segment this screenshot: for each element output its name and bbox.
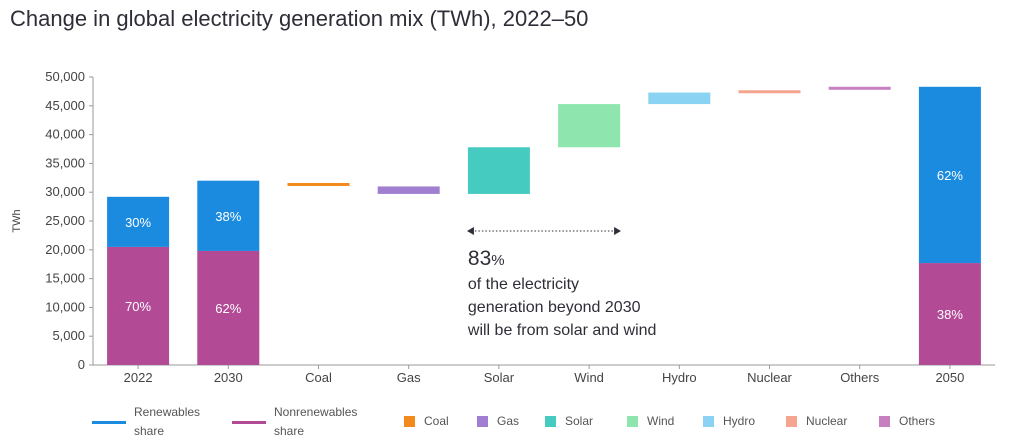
legend-line-swatch xyxy=(92,420,126,424)
y-tick-label: 10,000 xyxy=(45,299,85,314)
annotation-line: of the electricity xyxy=(468,276,579,293)
bar-change-gas xyxy=(377,186,440,194)
bar-change-coal xyxy=(287,182,350,186)
x-tick-label: Coal xyxy=(305,370,332,385)
data-label-renewables: 62% xyxy=(937,168,963,183)
x-tick-label: Hydro xyxy=(662,370,697,385)
x-tick-label: Gas xyxy=(397,370,421,385)
legend-label: Renewables share xyxy=(134,405,201,438)
data-label-nonrenewables: 38% xyxy=(937,307,963,322)
legend-item: Nuclear xyxy=(786,414,847,428)
bar-change-wind xyxy=(558,104,621,148)
legend-item: Gas xyxy=(477,414,519,428)
legend-square-swatch xyxy=(879,415,890,427)
x-tick-label: Nuclear xyxy=(747,370,792,385)
legend-square-swatch xyxy=(477,415,488,427)
x-tick-label: 2022 xyxy=(124,370,153,385)
data-label-nonrenewables: 70% xyxy=(125,299,151,314)
bar-renewables xyxy=(197,180,260,251)
annotation-percent: 83% xyxy=(468,247,505,270)
legend-square-swatch xyxy=(627,415,638,427)
legend-label: Wind xyxy=(647,414,675,428)
legend-label: Coal xyxy=(424,414,449,428)
legend-line-swatch xyxy=(232,420,266,424)
legend-square-swatch xyxy=(545,415,556,427)
legend-label: Nuclear xyxy=(806,414,848,428)
y-tick-label: 45,000 xyxy=(45,98,85,113)
legend-square-swatch xyxy=(786,415,797,427)
x-tick-label: 2030 xyxy=(214,370,243,385)
legend-label: Nonrenewables share xyxy=(274,405,358,438)
x-tick-label: Others xyxy=(840,370,880,385)
chart-title: Change in global electricity generation … xyxy=(10,6,589,31)
y-tick-label: 25,000 xyxy=(45,213,85,228)
y-tick-label: 30,000 xyxy=(45,184,85,199)
y-tick-label: 50,000 xyxy=(45,69,85,84)
legend-square-swatch xyxy=(703,415,714,427)
annotation-percent-sign: % xyxy=(491,252,504,269)
y-axis-label: TWh xyxy=(11,209,23,232)
annotation-line: generation beyond 2030 xyxy=(468,299,641,316)
legend-item: Renewables share xyxy=(92,403,214,441)
y-tick-label: 5,000 xyxy=(52,328,85,343)
annotation-percent-value: 83 xyxy=(468,247,491,270)
legend-item: Coal xyxy=(404,414,449,428)
legend-item: Hydro xyxy=(703,414,755,428)
legend-label: Others xyxy=(899,414,936,428)
y-tick-label: 35,000 xyxy=(45,155,85,170)
bar-renewables xyxy=(107,196,170,247)
bar-change-solar xyxy=(467,147,530,194)
bar-change-nuclear xyxy=(738,90,801,94)
legend-square-swatch xyxy=(404,415,415,427)
chart-legend: Renewables share Nonrenewables share Coal G… xyxy=(0,398,1024,445)
legend-label: Solar xyxy=(565,414,594,428)
y-tick-label: 15,000 xyxy=(45,271,85,286)
annotation-line: will be from solar and wind xyxy=(467,322,657,339)
y-tick-label: 0 xyxy=(78,357,85,372)
bar-nonrenewables xyxy=(107,246,170,365)
legend-item: Solar xyxy=(545,414,593,428)
legend-item: Nonrenewables share xyxy=(232,403,358,441)
x-tick-label: Wind xyxy=(574,370,604,385)
legend-item: Others xyxy=(879,414,935,428)
legend-label: Hydro xyxy=(723,414,756,428)
data-label-renewables: 38% xyxy=(215,209,241,224)
data-label-nonrenewables: 62% xyxy=(215,301,241,316)
bar-change-others xyxy=(828,86,891,90)
bar-change-hydro xyxy=(648,92,711,105)
legend-label: Gas xyxy=(497,414,520,428)
legend-item: Wind xyxy=(627,414,674,428)
waterfall-chart: 0 5,000 10,000 15,000 20,000 25,000 30,000 35,0… xyxy=(11,69,995,385)
bar-nonrenewables xyxy=(197,250,260,365)
y-tick-label: 20,000 xyxy=(45,242,85,257)
data-label-renewables: 30% xyxy=(125,215,151,230)
x-tick-label: 2050 xyxy=(935,370,964,385)
x-tick-label: Solar xyxy=(484,370,515,385)
y-tick-label: 40,000 xyxy=(45,127,85,142)
bar-renewables xyxy=(918,86,981,264)
bar-nonrenewables xyxy=(918,263,981,365)
